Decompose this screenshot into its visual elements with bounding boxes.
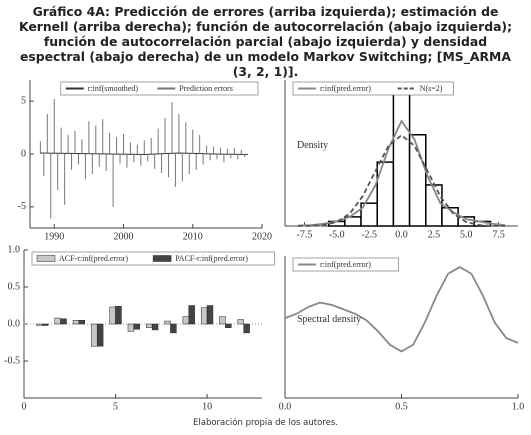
x-tick-label: 2020	[252, 231, 272, 242]
x-tick-label: 0.0	[279, 401, 292, 412]
bar	[206, 305, 214, 325]
legend-swatch	[36, 255, 56, 262]
legend-label: PACF-r:inf(pred.error)	[175, 254, 248, 263]
bar	[182, 316, 190, 325]
bar	[237, 319, 244, 325]
bar	[109, 306, 116, 325]
legend-label: ACF-r:inf(pred.error)	[59, 254, 128, 263]
y-tick-label: 1.0	[8, 244, 21, 255]
bar	[219, 316, 226, 325]
bar	[36, 323, 43, 326]
legend-box	[292, 81, 454, 96]
bar	[127, 323, 135, 332]
series-line	[297, 134, 506, 227]
source-note: Elaboración propia de los autores.	[193, 418, 338, 428]
x-tick-label: 10	[202, 401, 212, 412]
y-tick-label: 5	[21, 95, 26, 106]
x-tick-label: 1.0	[512, 401, 525, 412]
bar	[133, 323, 140, 330]
bar	[72, 320, 80, 325]
legend: r:inf(smoothed) Prediction errors	[60, 81, 259, 96]
legend-label: r:inf(smoothed)	[88, 84, 139, 93]
bar	[225, 323, 232, 328]
bar	[146, 323, 153, 328]
histogram-bar	[392, 92, 411, 227]
legend-swatch	[152, 255, 172, 262]
bar	[42, 323, 49, 326]
x-tick-label: 0	[22, 401, 27, 412]
annotation: Density	[297, 140, 328, 151]
series-line	[284, 266, 519, 353]
legend-label: r:inf(pred.error)	[320, 84, 371, 93]
bar	[78, 320, 86, 325]
x-tick-label: 5	[113, 401, 118, 412]
figure: 1990 2000 2010 2020 -5 0 5 r:inf(smoothed) Predi…	[4, 80, 525, 412]
bar	[200, 307, 208, 325]
x-tick-label: 2010	[183, 231, 203, 242]
x-tick-label: -5.0	[329, 229, 345, 240]
legend-box	[292, 257, 399, 272]
x-tick-label: -2.5	[361, 229, 377, 240]
y-tick-label: 0.5	[8, 281, 21, 292]
legend: ACF-r:inf(pred.error) PACF-r:inf(pred.err…	[31, 251, 275, 266]
bar	[188, 305, 195, 325]
bar	[170, 323, 177, 334]
x-tick-label: 1990	[44, 231, 64, 242]
bar	[96, 323, 104, 347]
x-tick-label: 0.5	[395, 401, 408, 412]
bar	[54, 317, 61, 325]
legend-label: Prediction errors	[179, 84, 233, 93]
bar	[243, 323, 250, 334]
bar	[60, 318, 67, 325]
bar	[91, 323, 98, 347]
x-tick-label: 2000	[113, 231, 133, 242]
bar	[151, 323, 159, 331]
y-tick-label: -0.5	[4, 355, 20, 366]
x-tick-label: 5.0	[460, 229, 473, 240]
figure-title: Gráfico 4A: Predicción de errores (arrib…	[18, 4, 513, 79]
annotation: Spectral density	[297, 314, 361, 325]
y-tick-label: 0	[21, 148, 26, 159]
legend-label: r:inf(pred.error)	[320, 260, 371, 269]
y-tick-label: -5	[18, 201, 26, 212]
x-tick-label: 0.0	[395, 229, 408, 240]
bar	[164, 320, 171, 325]
legend: r:inf(pred.error)	[292, 257, 399, 272]
bar	[115, 305, 122, 325]
y-tick-label: 0.0	[8, 318, 21, 329]
x-tick-label: 2.5	[428, 229, 441, 240]
legend: r:inf(pred.error) N(s=2)	[292, 81, 454, 96]
legend-label: N(s=2)	[420, 84, 443, 93]
x-tick-label: -7.5	[296, 229, 312, 240]
x-tick-label: 7.5	[492, 229, 505, 240]
